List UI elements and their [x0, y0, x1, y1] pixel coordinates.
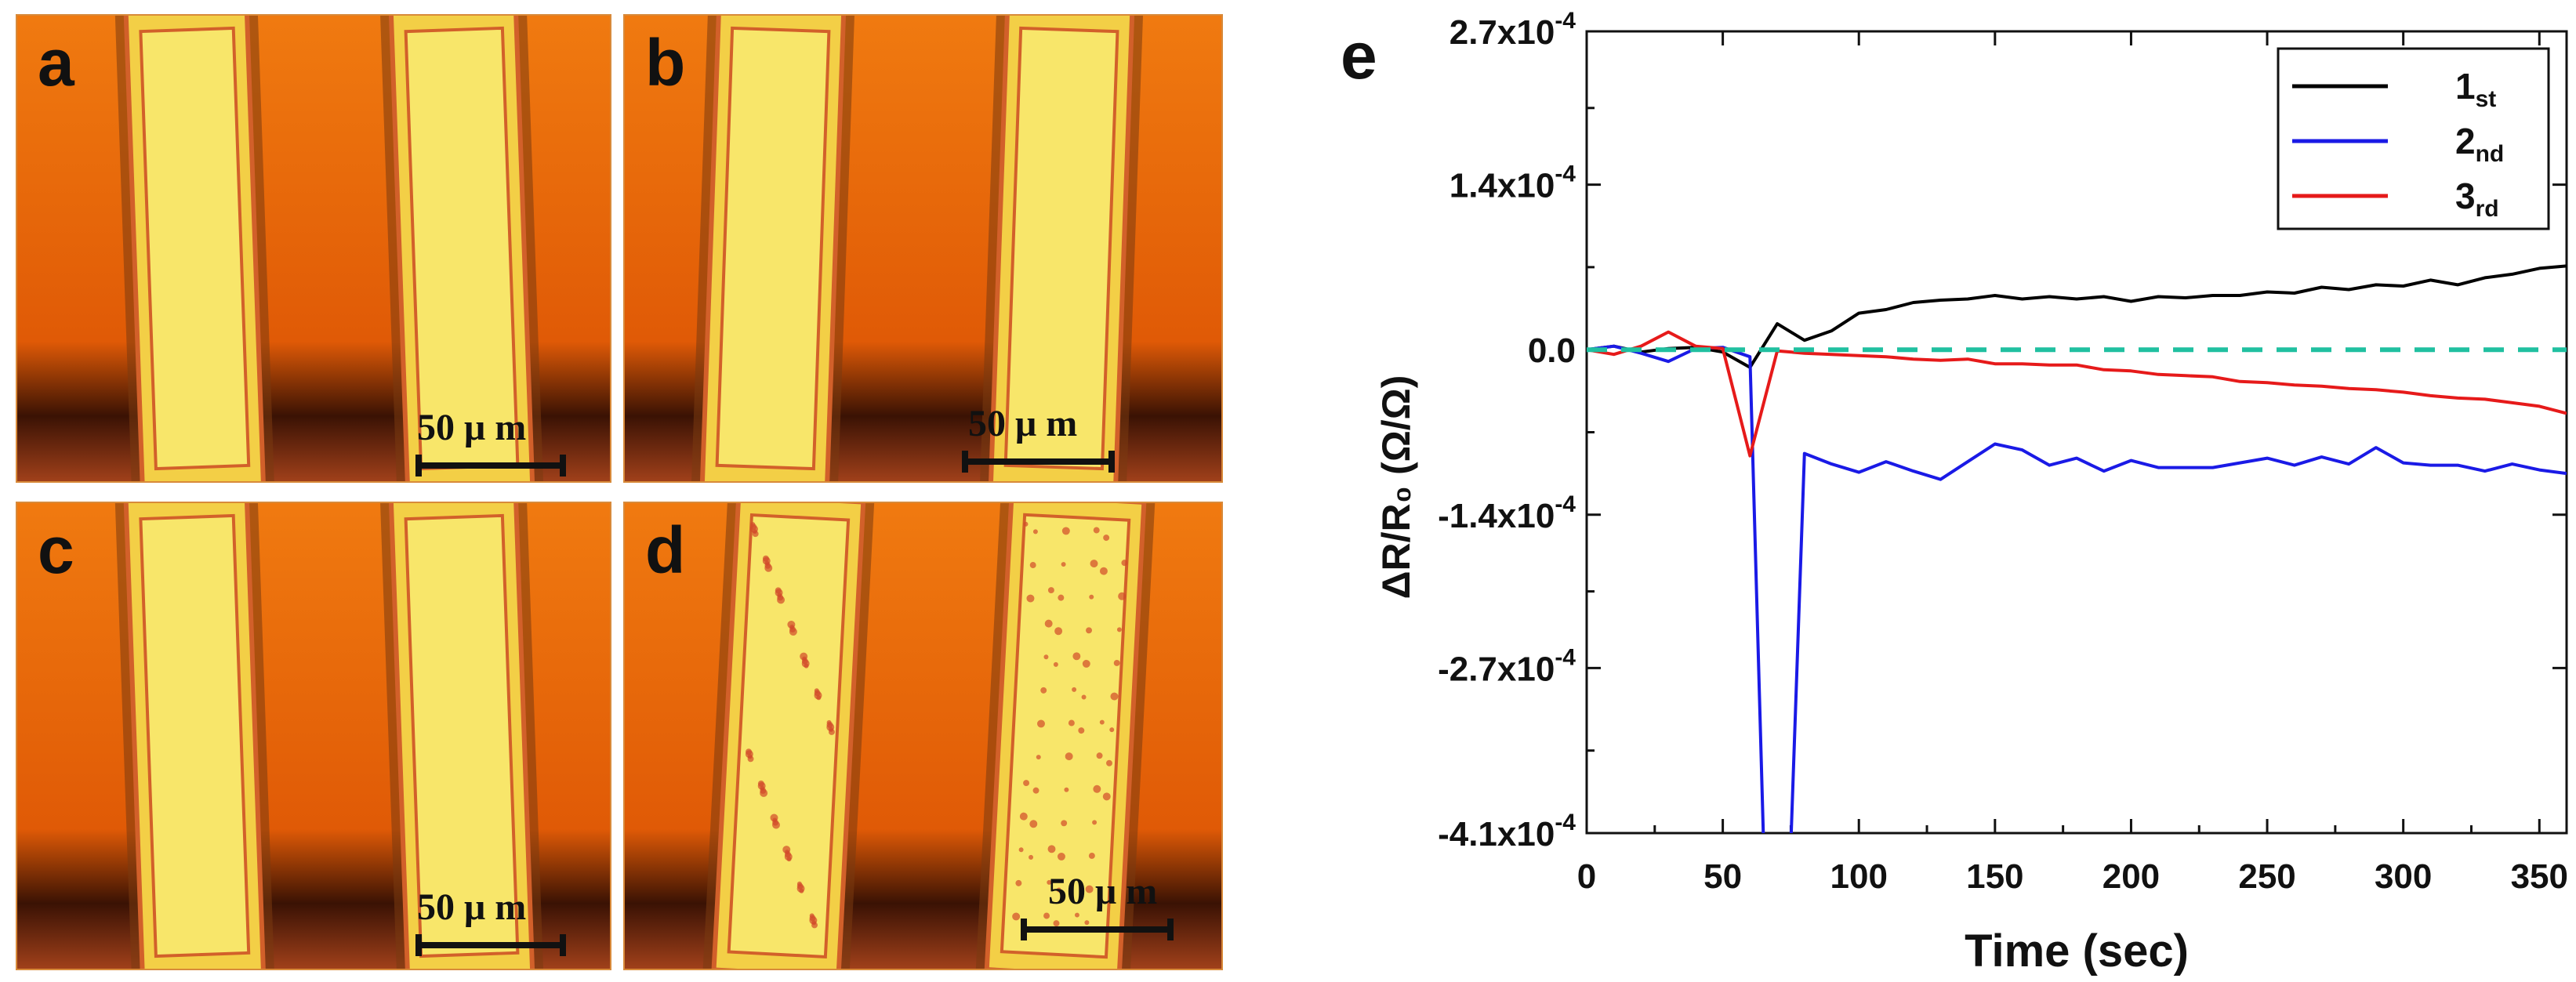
scale-bar: [1021, 919, 1174, 940]
scale-bar: [962, 451, 1115, 473]
x-tick-label: 150: [1966, 857, 2023, 896]
micrograph-image: [625, 16, 1221, 481]
scale-bar-label: 50 μ m: [417, 407, 527, 448]
x-tick-label: 300: [2375, 857, 2432, 896]
x-tick-label: 100: [1830, 857, 1888, 896]
panel-label: a: [38, 26, 74, 100]
y-axis-label: ΔR/R₀ (Ω/Ω): [1374, 375, 1418, 600]
electrode-strip: [691, 16, 855, 481]
micrograph-panel-d: d 50 μ m: [623, 502, 1223, 970]
scale-bar: [415, 934, 566, 956]
electrode-strip: [379, 503, 544, 969]
y-tick-label: -1.4x10-4: [1438, 491, 1576, 535]
micrograph-image: [17, 503, 610, 969]
x-tick-label: 200: [2103, 857, 2160, 896]
scale-bar-label: 50 μ m: [968, 403, 1078, 444]
panel-label-e: e: [1341, 19, 1377, 92]
panel-label: b: [645, 26, 686, 100]
micrograph-image: [17, 16, 610, 481]
electrode-strip: [379, 16, 544, 481]
x-tick-label: 250: [2238, 857, 2295, 896]
scale-bar-label: 50 μ m: [417, 886, 527, 928]
electrode-strip: [114, 16, 274, 481]
panel-label: d: [645, 513, 686, 587]
x-tick-label: 50: [1703, 857, 1742, 896]
micrograph-panel-c: c 50 μ m: [16, 502, 611, 970]
panel-label: c: [38, 513, 74, 587]
micrograph-panel-b: b 50 μ m: [623, 14, 1223, 483]
y-tick-label: 0.0: [1528, 332, 1576, 370]
electrode-strip: [975, 503, 1156, 969]
scale-bar: [415, 455, 566, 477]
x-axis-label: Time (sec): [1965, 926, 2189, 977]
micrograph-panel-a: a 50 μ m: [16, 14, 611, 483]
x-tick-label: 0: [1577, 857, 1596, 896]
legend-box: [2277, 47, 2550, 230]
resistance-change-chart: e 0 50 100 150 200 250 300 350 2.7x10-4 1.4x10-4 0…: [1341, 8, 2568, 977]
y-tick-label: 1.4x10-4: [1449, 161, 1576, 205]
electrode-strip: [114, 503, 274, 969]
scale-bar-label: 50 μ m: [1048, 871, 1158, 912]
y-tick-label: -4.1x10-4: [1438, 810, 1576, 853]
electrode-strip: [702, 503, 875, 969]
y-tick-label: -2.7x10-4: [1438, 644, 1576, 688]
micrograph-image: [625, 503, 1221, 969]
electrode-strip: [979, 16, 1144, 481]
y-tick-label: 2.7x10-4: [1449, 8, 1576, 52]
series-line-2nd: [1587, 344, 2567, 833]
x-tick-label: 350: [2511, 857, 2568, 896]
series-line-3rd: [1587, 330, 2567, 458]
